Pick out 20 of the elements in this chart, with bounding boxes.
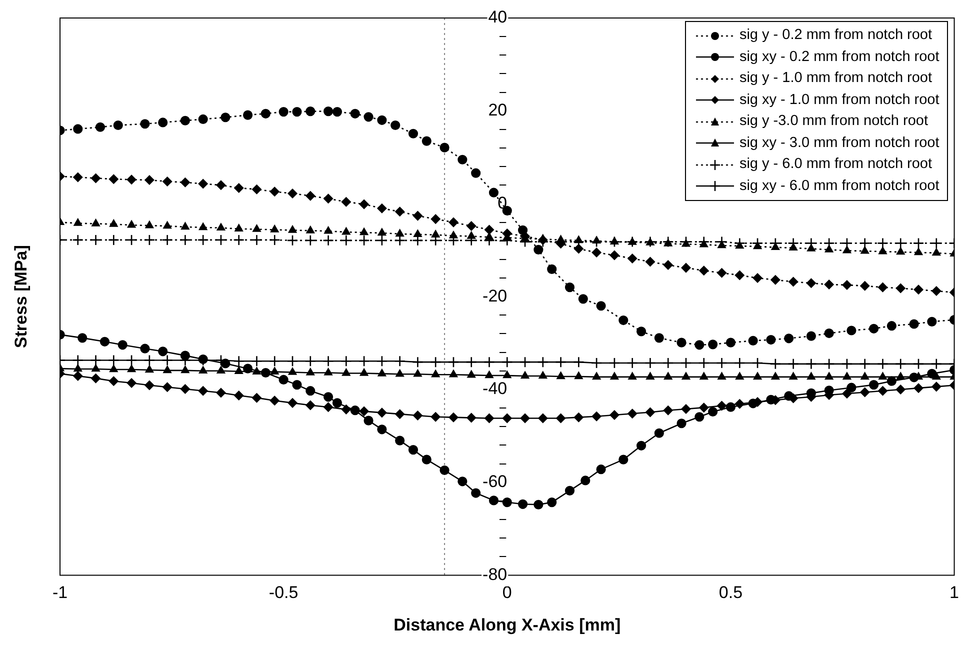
- y-tick-label: -80: [482, 564, 508, 584]
- legend-label: sig y -3.0 mm from notch root: [739, 112, 928, 131]
- x-tick-label: 1: [950, 583, 960, 602]
- legend-label: sig xy - 6.0 mm from notch root: [739, 176, 940, 196]
- y-axis-title: Stress [MPa]: [12, 245, 31, 348]
- y-tick-label: 20: [488, 100, 508, 120]
- y-tick-label: 40: [488, 8, 508, 27]
- x-axis-title: Distance Along X-Axis [mm]: [394, 615, 621, 634]
- legend-label: sig y - 0.2 mm from notch root: [739, 26, 932, 45]
- legend-label: sig xy - 0.2 mm from notch root: [739, 48, 940, 66]
- y-tick-label: -20: [482, 286, 508, 306]
- legend-label: sig xy - 1.0 mm from notch root: [739, 90, 940, 110]
- y-tick-label: -40: [482, 379, 508, 398]
- x-tick-label: -1: [52, 583, 68, 602]
- y-tick-label: -60: [482, 472, 508, 492]
- legend-label: sig y - 6.0 mm from notch root: [739, 155, 932, 174]
- x-tick-label: 0.5: [718, 583, 743, 602]
- legend-label: sig xy - 3.0 mm from notch root: [739, 134, 940, 152]
- x-tick-label: -0.5: [268, 583, 298, 602]
- legend-label: sig y - 1.0 mm from notch root: [739, 69, 932, 88]
